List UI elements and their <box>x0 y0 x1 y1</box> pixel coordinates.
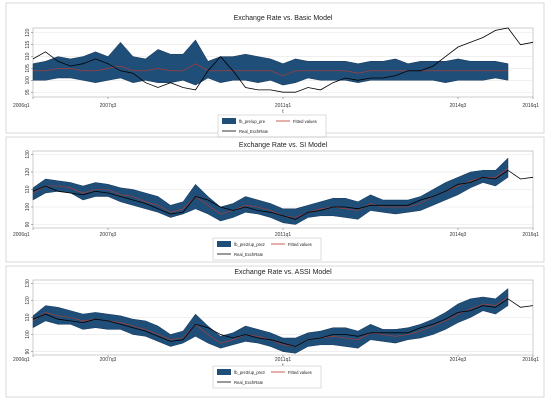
chart-title: Exchange Rate vs. SI Model <box>239 142 328 149</box>
series-actual-line <box>32 169 534 220</box>
legend-box <box>212 237 322 261</box>
x-tick-label: 2007q3 <box>100 232 117 238</box>
legend-label-actual: Real_ExchRate <box>239 129 269 134</box>
legend-label-fitted: Fitted values <box>293 119 317 124</box>
y-tick-label: 105 <box>25 64 31 73</box>
y-tick-label: 110 <box>25 313 31 321</box>
series-actual-line <box>32 27 534 93</box>
series-confidence-band <box>32 39 509 86</box>
y-tick-label: 130 <box>25 150 31 159</box>
x-tick-label: 2011q1 <box>275 357 292 363</box>
panel-frame <box>5 136 545 263</box>
y-tick-label: 120 <box>25 28 31 37</box>
x-tick-label: 2014q3 <box>450 357 467 363</box>
legend-swatch-band <box>217 369 231 375</box>
x-axis-label: t <box>282 109 284 115</box>
y-tick-label: 90 <box>25 349 31 355</box>
y-tick-label: 115 <box>25 40 31 48</box>
x-tick-label: 2016q1 <box>522 357 539 363</box>
x-tick-label: 2011q1 <box>275 232 292 238</box>
y-tick-label: 110 <box>25 185 31 193</box>
legend-label-actual: Real_ExchRate <box>234 252 264 257</box>
x-tick-label: 2014q3 <box>450 232 467 238</box>
series-actual-line <box>32 298 534 347</box>
series-fitted-line <box>33 63 508 76</box>
x-tick-label: 2014q3 <box>450 103 467 109</box>
x-tick-label: 2007q3 <box>100 103 117 109</box>
y-tick-label: 120 <box>25 168 31 177</box>
series-confidence-band <box>32 157 509 225</box>
y-tick-label: 90 <box>25 222 31 228</box>
chart-panel-1: Exchange Rate vs. Basic Model 95 100 105 110… <box>5 2 545 138</box>
x-tick-label: 2006q1 <box>13 103 30 109</box>
legend-swatch-band <box>222 118 236 124</box>
y-tick-label: 130 <box>25 279 31 288</box>
x-tick-label: 2016q1 <box>522 232 539 238</box>
legend-label-band: fb_pre2/up_pre2 <box>234 242 265 247</box>
legend-label-band: fb_pre3/up_pre3 <box>234 370 265 375</box>
x-tick-label: 2011q1 <box>275 103 292 109</box>
legend-label-fitted: Fitted values <box>288 370 312 375</box>
x-tick-label: 2006q1 <box>13 232 30 238</box>
legend-swatch-band <box>217 241 231 247</box>
x-tick-label: 2006q1 <box>13 357 30 363</box>
y-tick-label: 100 <box>25 330 31 339</box>
panels: Exchange Rate vs. Basic Model 95 100 105 110… <box>5 2 545 398</box>
panel-frame <box>5 265 545 398</box>
chart-panel-3: Exchange Rate vs. ASSI Model 90 100 110 120 1… <box>5 265 545 398</box>
series-fitted-line <box>32 168 509 218</box>
legend-label-actual: Real_ExchRate <box>234 380 264 385</box>
y-tick-label: 110 <box>25 52 31 60</box>
y-tick-label: 100 <box>25 203 31 212</box>
chart-title: Exchange Rate vs. ASSI Model <box>234 269 332 276</box>
x-tick-label: 2007q3 <box>100 357 117 363</box>
y-tick-label: 100 <box>25 76 31 85</box>
legend-label-band: fb_pre/up_pre <box>239 119 266 124</box>
x-tick-label: 2016q1 <box>522 103 539 109</box>
chart-title: Exchange Rate vs. Basic Model <box>234 15 333 22</box>
y-tick-label: 120 <box>25 296 31 305</box>
y-tick-label: 95 <box>25 89 31 95</box>
legend-label-fitted: Fitted values <box>288 242 312 247</box>
chart-panel-2: Exchange Rate vs. SI Model 90 100 110 120 130… <box>5 136 545 263</box>
series-confidence-band <box>32 287 509 354</box>
legend-box <box>212 365 322 389</box>
